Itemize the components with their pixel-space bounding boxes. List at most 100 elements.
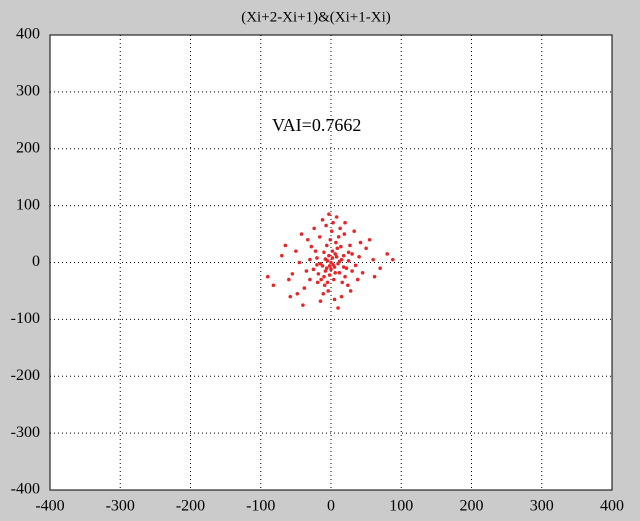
- point: [385, 252, 390, 256]
- point: [346, 258, 351, 263]
- point: [329, 229, 334, 234]
- point: [372, 274, 377, 279]
- point: [330, 249, 335, 253]
- point: [350, 252, 354, 256]
- point: [391, 257, 395, 262]
- point: [327, 264, 332, 268]
- point: [324, 243, 329, 248]
- point: [320, 264, 325, 268]
- point: [295, 291, 300, 296]
- point: [346, 283, 350, 288]
- plot-frame: [49, 34, 613, 491]
- point: [306, 237, 310, 242]
- point: [322, 283, 327, 288]
- point: [324, 266, 329, 270]
- point: [280, 253, 284, 258]
- y-tick-label: -300: [11, 424, 40, 441]
- point: [350, 269, 354, 273]
- point: [323, 269, 328, 273]
- point: [332, 265, 337, 269]
- point: [364, 246, 368, 251]
- point: [332, 297, 337, 302]
- point: [301, 303, 305, 307]
- point: [309, 244, 314, 249]
- point: [343, 274, 347, 279]
- point: [323, 257, 328, 261]
- x-tick-label: -400: [35, 498, 64, 515]
- x-tick-label: 300: [530, 498, 554, 515]
- point: [341, 265, 346, 269]
- point: [317, 235, 322, 239]
- x-tick-label: -300: [106, 498, 135, 515]
- point: [348, 289, 353, 293]
- point: [294, 249, 298, 253]
- point: [337, 259, 342, 264]
- point: [287, 277, 291, 282]
- point: [313, 249, 318, 253]
- point: [378, 266, 382, 270]
- point: [371, 257, 375, 262]
- point: [343, 220, 347, 225]
- point: [341, 253, 346, 258]
- point: [355, 277, 360, 282]
- point: [299, 232, 304, 236]
- y-tick-label: -400: [11, 481, 40, 498]
- point: [319, 277, 323, 282]
- point: [333, 252, 338, 256]
- point: [297, 260, 302, 265]
- point: [311, 267, 316, 272]
- point: [331, 220, 335, 225]
- point: [302, 286, 307, 290]
- chart-title: (Xi+2-Xi+1)&(Xi+1-Xi): [241, 9, 391, 25]
- y-tick-label: 200: [16, 139, 40, 156]
- point: [316, 272, 321, 276]
- point: [288, 294, 293, 299]
- y-tick-label: 300: [16, 83, 40, 100]
- point: [340, 280, 345, 285]
- point: [360, 270, 365, 275]
- point: [338, 226, 342, 231]
- point: [308, 257, 312, 262]
- point: [329, 267, 333, 272]
- point: [290, 272, 295, 276]
- point: [348, 243, 352, 248]
- y-tick-label: 400: [16, 26, 40, 43]
- point: [318, 299, 323, 303]
- point: [308, 277, 312, 282]
- point: [328, 237, 333, 242]
- point: [332, 277, 336, 282]
- point: [327, 212, 331, 216]
- point: [283, 243, 288, 248]
- point: [357, 255, 361, 259]
- point: [334, 240, 338, 245]
- point: [336, 235, 341, 239]
- point: [336, 306, 340, 310]
- y-tick-label: -100: [11, 310, 40, 327]
- point: [315, 262, 319, 267]
- point: [327, 253, 331, 258]
- point: [321, 291, 326, 296]
- point: [265, 274, 270, 279]
- point: [337, 270, 342, 275]
- x-tick-label: -100: [246, 498, 275, 515]
- point: [325, 280, 330, 285]
- annotation: VAI=0.7662: [272, 115, 361, 135]
- point: [304, 269, 309, 273]
- x-tick-label: 400: [600, 498, 624, 515]
- point: [353, 263, 358, 268]
- y-tick-label: -200: [11, 367, 40, 384]
- point: [335, 246, 340, 251]
- point: [346, 250, 351, 255]
- point: [312, 226, 316, 231]
- point: [329, 260, 333, 265]
- point: [333, 270, 338, 275]
- point: [339, 294, 344, 299]
- point: [315, 280, 320, 285]
- x-tick-label: 100: [389, 498, 413, 515]
- y-tick-label: 100: [16, 196, 40, 213]
- point: [320, 218, 325, 222]
- point: [352, 229, 356, 234]
- x-tick-label: 200: [460, 498, 484, 515]
- point: [342, 232, 347, 236]
